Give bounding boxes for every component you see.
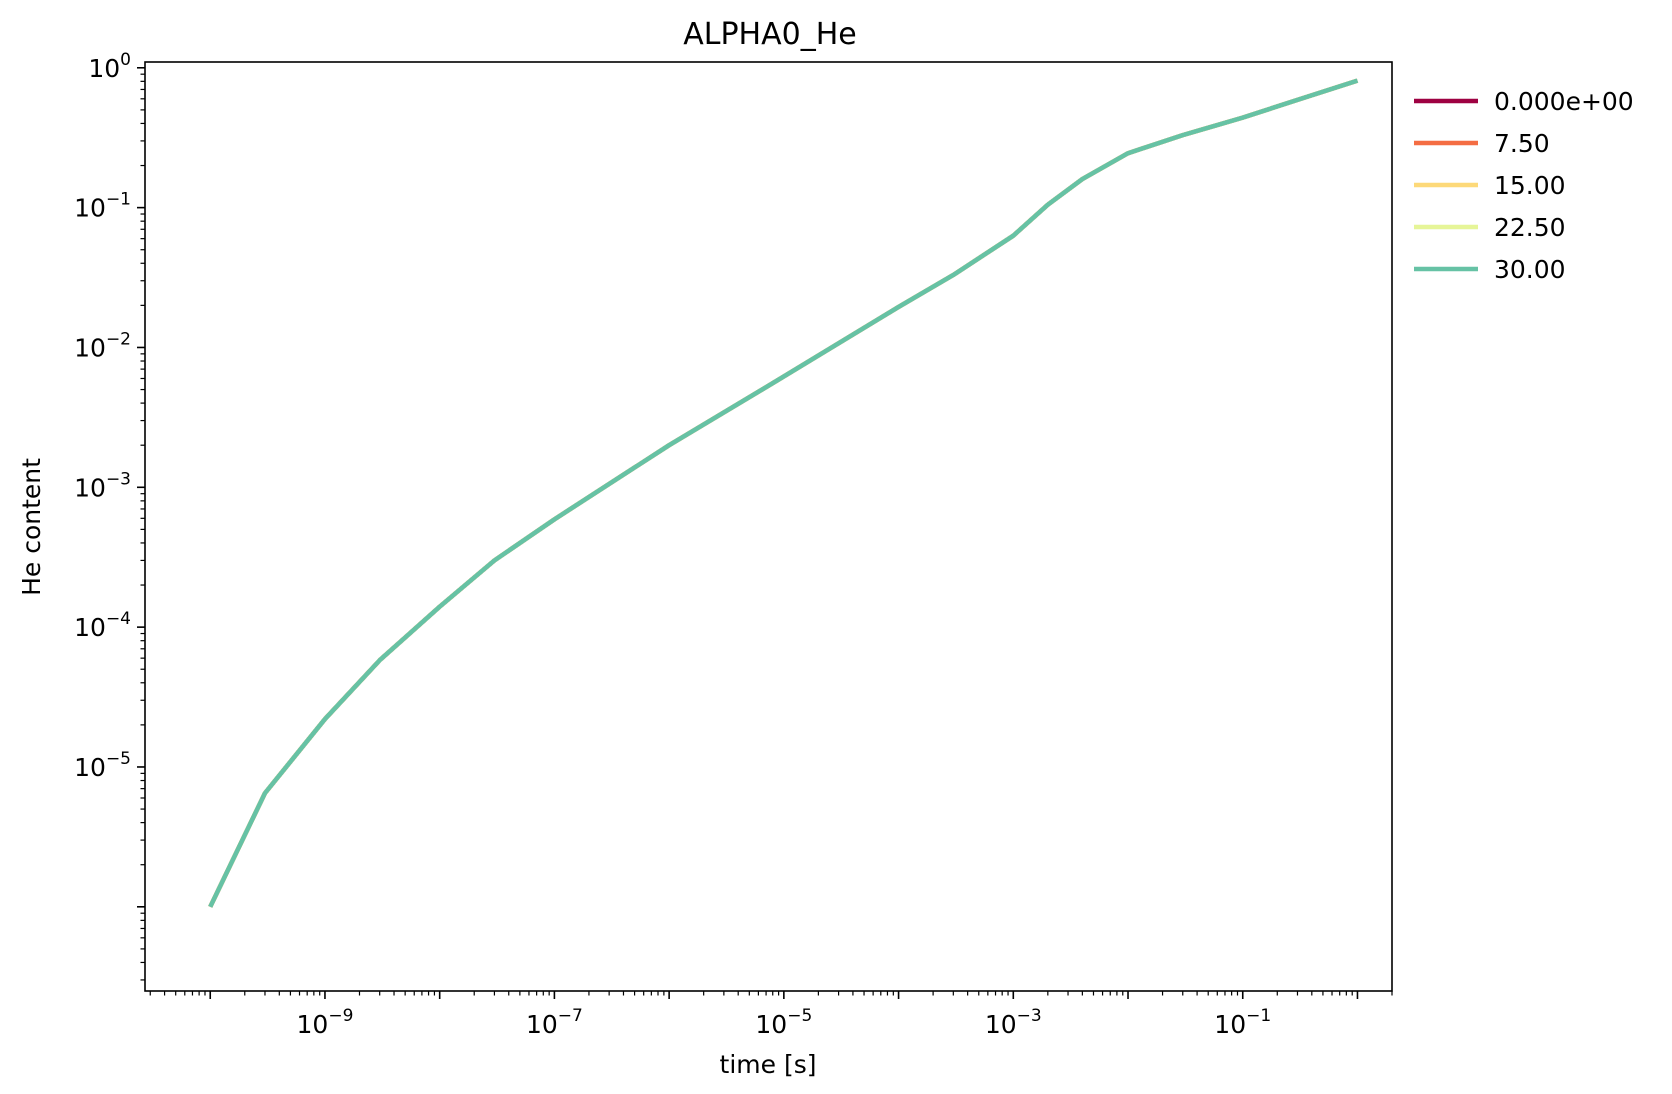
legend-label-0: 0.000e+00: [1494, 87, 1634, 116]
series-line-1: [208, 78, 1359, 908]
y-axis-label: He content: [17, 458, 46, 596]
x-tick-label: 10−9: [297, 1006, 354, 1039]
y-axis: 10−5 10−4 10−3 10−2 10−1 100: [74, 50, 145, 981]
series-line-3: [208, 78, 1359, 908]
y-tick-label: 100: [88, 50, 131, 83]
legend-label-1: 7.50: [1494, 129, 1550, 158]
chart-title: ALPHA0_He: [683, 17, 857, 52]
x-axis: 10−9 10−7 10−5 10−3 10−1: [149, 991, 1393, 1039]
y-tick-label: 10−1: [74, 190, 131, 223]
series-line-0: [208, 78, 1359, 908]
legend: 0.000e+00 7.50 15.00 22.50 30.00: [1414, 87, 1634, 284]
x-tick-label: 10−3: [985, 1006, 1042, 1039]
legend-label-3: 22.50: [1494, 213, 1566, 242]
plot-frame: [144, 61, 1393, 992]
series-line-4: [208, 78, 1359, 908]
y-tick-label: 10−3: [74, 469, 131, 502]
y-tick-label: 10−5: [74, 749, 131, 782]
y-tick-label: 10−4: [74, 609, 131, 642]
x-axis-label: time [s]: [720, 1050, 817, 1079]
legend-label-4: 30.00: [1494, 255, 1566, 284]
legend-label-2: 15.00: [1494, 171, 1566, 200]
series-line-2: [208, 78, 1359, 908]
x-tick-label: 10−1: [1214, 1006, 1271, 1039]
x-tick-label: 10−5: [755, 1006, 812, 1039]
y-tick-label: 10−2: [74, 329, 131, 362]
x-tick-label: 10−7: [526, 1006, 583, 1039]
plot-area: [208, 78, 1359, 908]
